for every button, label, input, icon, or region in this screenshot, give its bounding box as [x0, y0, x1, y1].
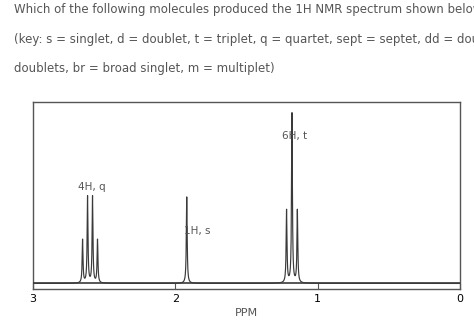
Text: 4H, q: 4H, q: [78, 182, 106, 192]
Text: (key: s = singlet, d = doublet, t = triplet, q = quartet, sept = septet, dd = do: (key: s = singlet, d = doublet, t = trip…: [14, 33, 474, 46]
Text: 6H, t: 6H, t: [283, 132, 308, 141]
Text: 1H, s: 1H, s: [184, 226, 210, 236]
X-axis label: PPM: PPM: [235, 308, 258, 318]
Text: Which of the following molecules produced the 1H NMR spectrum shown below?: Which of the following molecules produce…: [14, 3, 474, 16]
Text: doublets, br = broad singlet, m = multiplet): doublets, br = broad singlet, m = multip…: [14, 62, 275, 75]
